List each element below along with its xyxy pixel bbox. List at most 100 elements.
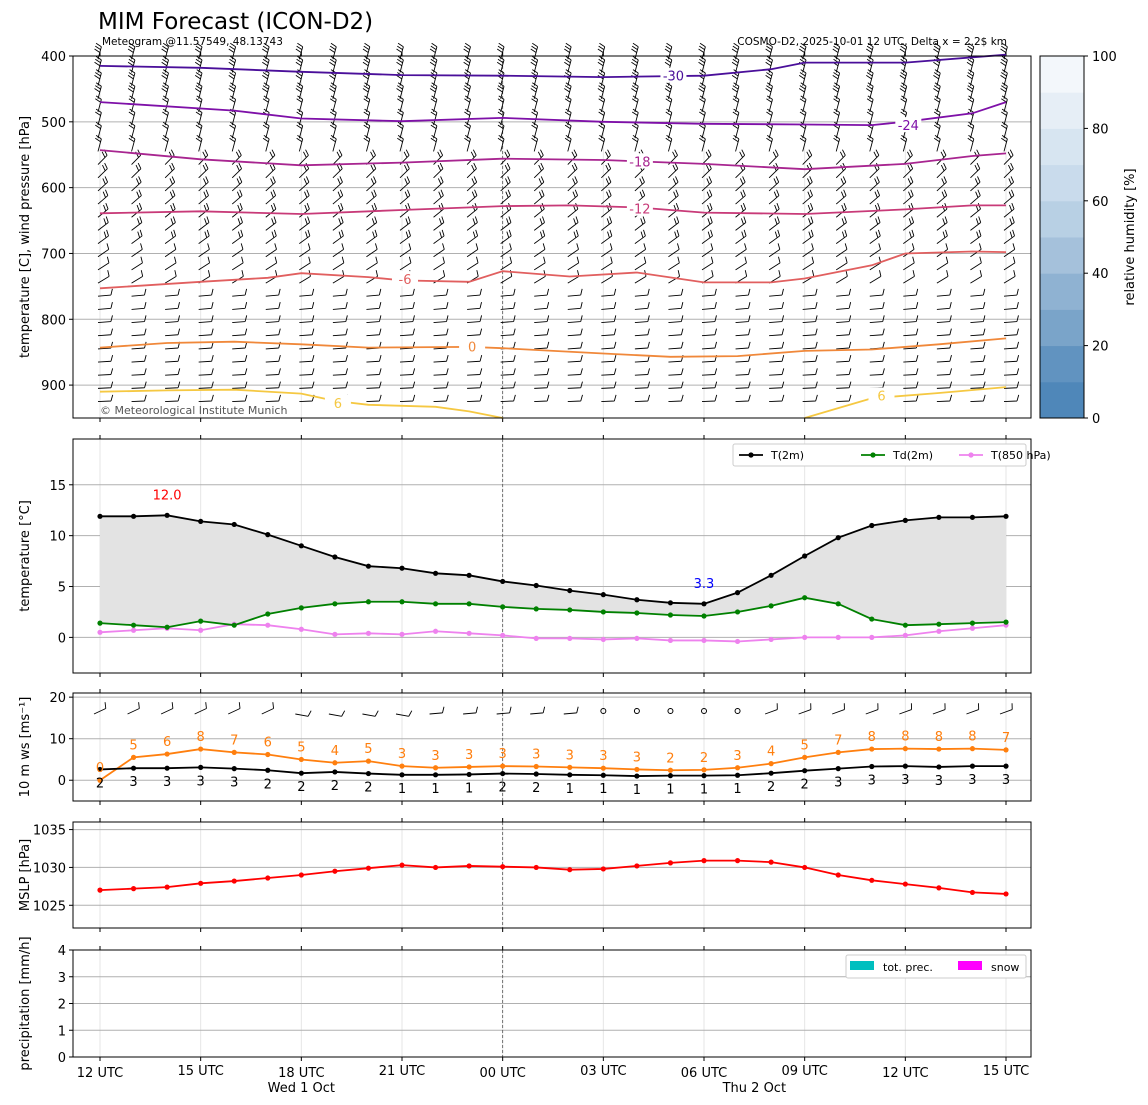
- wind-barb: [732, 95, 740, 113]
- wind-barb: [866, 108, 874, 126]
- series-point: [600, 592, 606, 598]
- wind-barb: [866, 69, 874, 86]
- series-point: [869, 522, 875, 529]
- wind-barb: [399, 229, 411, 244]
- wind-barb: [899, 42, 908, 60]
- wind-barb: [433, 162, 444, 179]
- gust-value-label: 5: [129, 738, 137, 753]
- series-point: [164, 512, 170, 518]
- wind-barb: [165, 394, 181, 402]
- wind-barb: [936, 229, 948, 244]
- wind-barb: [869, 243, 881, 258]
- wind-barb: [500, 243, 512, 258]
- wind-barb: [399, 381, 416, 389]
- wind-barb: [798, 42, 807, 60]
- wind-barb: [198, 162, 209, 179]
- wind-barb: [832, 82, 841, 99]
- wind-barb: [363, 121, 371, 139]
- wind-barb: [899, 703, 912, 715]
- wind-barb: [265, 256, 278, 271]
- time-tick-label: 21 UTC: [379, 1064, 425, 1079]
- wind-barb: [601, 355, 617, 363]
- wind-barb: [329, 69, 337, 86]
- wind-barb: [601, 381, 617, 389]
- series-point: [567, 587, 573, 594]
- temp-ytick-label: 0: [58, 631, 66, 646]
- wind-barb: [366, 256, 378, 271]
- colorbar-band: [1040, 128, 1084, 166]
- wind-barb: [936, 288, 952, 297]
- wind-barb: [433, 256, 445, 271]
- wind-barb: [366, 355, 382, 363]
- wind-barb: [397, 135, 404, 152]
- series-point: [399, 862, 405, 868]
- wind-barb: [500, 162, 511, 179]
- wind-barb: [634, 394, 651, 402]
- temp-ytick-label: 15: [49, 479, 66, 494]
- gust-value-label: 4: [331, 744, 339, 759]
- wind-barb: [833, 108, 841, 126]
- wind-barb: [500, 381, 516, 389]
- wind-barb: [467, 288, 482, 297]
- series-point: [130, 754, 137, 760]
- wind-barb: [769, 288, 784, 297]
- wind-barb: [735, 394, 751, 402]
- wind-barb: [295, 42, 304, 60]
- precip-ytick-label: 1: [58, 1024, 66, 1039]
- series-point: [432, 772, 439, 778]
- wind-barb: [194, 42, 203, 60]
- mslp-frame: [72, 821, 1032, 929]
- isotherm-label: -24: [898, 119, 919, 134]
- wind-barb: [970, 368, 986, 376]
- isotherm-label: -12: [629, 203, 650, 218]
- series-point: [634, 773, 640, 779]
- series-point: [936, 628, 942, 634]
- series-point: [97, 620, 103, 626]
- wind-barb: [1003, 302, 1019, 310]
- wind-barb: [970, 302, 986, 310]
- wind-barb: [731, 42, 740, 60]
- series-point: [198, 880, 204, 886]
- gust-value-label: 5: [364, 742, 372, 757]
- wind-barb: [500, 256, 513, 271]
- wind-barb: [836, 302, 852, 310]
- colorbar-band: [1040, 273, 1084, 310]
- series-point: [600, 772, 606, 778]
- series-point: [600, 765, 606, 771]
- legend-swatch: [958, 961, 982, 970]
- wind-barb: [936, 381, 953, 389]
- wind-barb: [131, 176, 142, 192]
- colorbar-tick-label: 80: [1092, 122, 1109, 137]
- wind-barb: [601, 288, 617, 297]
- wind-barb: [430, 121, 438, 139]
- series-point: [835, 872, 841, 878]
- wind-barb: [299, 229, 311, 244]
- wind-barb: [802, 341, 818, 350]
- series-point: [701, 613, 707, 619]
- mean-wind-value-label: 2: [297, 780, 305, 795]
- series-point: [466, 630, 472, 636]
- wind-barb: [531, 121, 539, 139]
- wind-barb: [668, 216, 680, 231]
- precip-ytick-label: 4: [58, 944, 66, 959]
- wind-barb: [970, 328, 986, 337]
- wind-barb: [97, 381, 114, 389]
- wind-barb: [698, 82, 706, 99]
- wind-barb: [399, 256, 412, 271]
- wind-barb: [97, 355, 114, 363]
- gust-value-label: 3: [733, 749, 741, 764]
- wind-barb: [362, 69, 371, 86]
- wind-barb: [701, 328, 717, 337]
- series-point: [97, 887, 103, 893]
- wind-barb: [836, 381, 852, 389]
- wind-barb: [165, 302, 180, 310]
- wind-barb: [903, 189, 914, 205]
- wind-barb: [500, 394, 516, 402]
- series-point: [667, 773, 674, 779]
- wind-barb: [496, 69, 505, 86]
- wind-barb: [567, 162, 578, 179]
- mean-wind-value-label: 3: [1002, 773, 1010, 788]
- series-point: [902, 881, 908, 887]
- wind-barb: [936, 328, 952, 337]
- wind-barb: [231, 202, 243, 218]
